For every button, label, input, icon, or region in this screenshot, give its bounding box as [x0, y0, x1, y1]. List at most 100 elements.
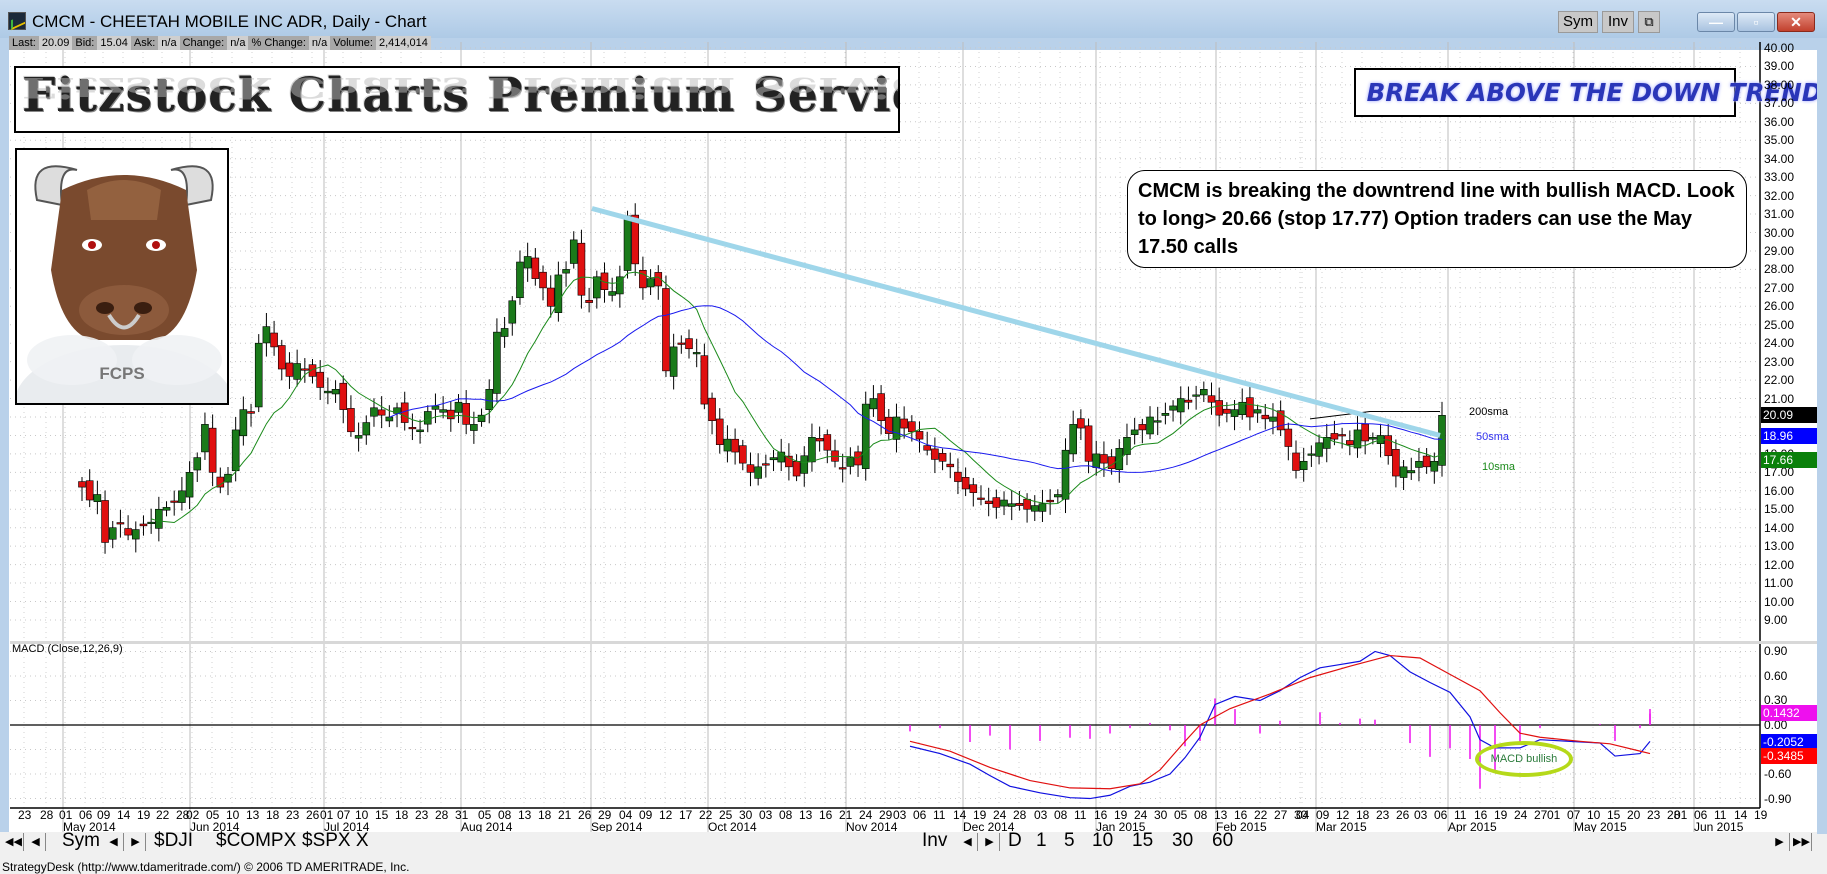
macd-tag: -0.3485: [1761, 748, 1817, 764]
price-tick: 39.00: [1764, 59, 1795, 74]
price-tick: 17.00: [1764, 465, 1795, 480]
sma10-label: 10sma: [1482, 461, 1516, 473]
date-tick: 19: [973, 808, 987, 822]
inv-prev-button[interactable]: ◀: [958, 833, 978, 851]
macd-tick: -0.60: [1764, 767, 1792, 782]
month-tick: Nov 2014: [846, 820, 898, 834]
price-tick: 36.00: [1764, 114, 1795, 129]
date-tick: 12: [659, 808, 673, 822]
date-tick: 11: [933, 808, 946, 822]
date-tick: 29: [598, 808, 612, 822]
month-tick: Aug 2014: [461, 820, 513, 834]
symbol-tab[interactable]: $DJI: [154, 830, 194, 851]
date-tick: 01: [1674, 808, 1688, 822]
title-bar[interactable]: CMCM - CHEETAH MOBILE INC ADR, Daily - C…: [0, 0, 1827, 38]
quote-label: Change:: [179, 36, 228, 50]
month-tick: Sep 2014: [591, 820, 643, 834]
date-tick: 23: [1647, 808, 1661, 822]
sym-button[interactable]: Sym: [1558, 11, 1598, 33]
date-tick: 06: [913, 808, 927, 822]
first-button[interactable]: ◀◀: [4, 833, 24, 851]
date-tick: 24: [1514, 808, 1528, 822]
minimize-button[interactable]: —: [1697, 12, 1735, 32]
interval-tab[interactable]: 15: [1132, 830, 1154, 851]
date-tick: 05: [206, 808, 220, 822]
date-tick: 01: [1547, 808, 1561, 822]
date-tick: 07: [337, 808, 351, 822]
last-button[interactable]: ▶▶: [1792, 833, 1812, 851]
sma200-label: 200sma: [1469, 406, 1509, 418]
symbol-tab[interactable]: $SPX X: [302, 830, 369, 851]
date-tick: 14: [117, 808, 131, 822]
macd-tick: 0.60: [1764, 668, 1788, 683]
date-tick: 09: [97, 808, 111, 822]
macd-tick: 0.00: [1764, 718, 1788, 732]
macd-tick: 0.90: [1764, 644, 1788, 659]
sym-prev-button[interactable]: ◀: [104, 833, 124, 851]
date-tick: 29: [879, 808, 893, 822]
interval-tab[interactable]: D: [1008, 830, 1022, 851]
symbol-tab[interactable]: $COMPX: [216, 830, 297, 851]
date-tick: 07: [1567, 808, 1581, 822]
popout-icon[interactable]: ⧉: [1638, 11, 1660, 33]
bull-icon: [17, 165, 227, 403]
inv-tab-button[interactable]: Inv: [922, 830, 948, 851]
maximize-icon: ▫: [1753, 14, 1759, 30]
interval-tab[interactable]: 1: [1036, 830, 1047, 851]
date-tick: 03: [1034, 808, 1048, 822]
date-tick: 16: [1474, 808, 1488, 822]
date-tick: 03: [759, 808, 773, 822]
date-tick: 23: [1376, 808, 1390, 822]
banner-text: Fitzstock Charts Premium Service: [22, 68, 900, 123]
date-tick: 03: [1414, 808, 1428, 822]
date-tick: 16: [819, 808, 833, 822]
price-tick: 27.00: [1764, 280, 1795, 295]
month-tick: Apr 2015: [1448, 820, 1497, 834]
macd-tick: -0.90: [1764, 791, 1792, 806]
date-tick: 11: [1454, 808, 1467, 822]
status-bar: StrategyDesk (http://www.tdameritrade.co…: [0, 852, 1827, 874]
date-tick: 19: [1754, 808, 1768, 822]
inv-button[interactable]: Inv: [1602, 11, 1634, 33]
date-tick: 30: [739, 808, 753, 822]
interval-tab[interactable]: 30: [1172, 830, 1194, 851]
window-border: [1817, 38, 1827, 834]
prev-button[interactable]: ◀: [26, 833, 46, 851]
sym-tab-button[interactable]: Sym: [62, 830, 100, 851]
price-tick: 16.00: [1764, 483, 1795, 498]
price-tick: 22.00: [1764, 373, 1795, 388]
macd-tag: -0.2052: [1761, 734, 1817, 750]
date-tick: 08: [498, 808, 512, 822]
interval-tab[interactable]: 10: [1092, 830, 1114, 851]
date-tick: 10: [1587, 808, 1601, 822]
fitzstock-banner: Fitzstock Charts Premium Service Fitzsto…: [14, 66, 900, 133]
date-tick: 04: [1296, 808, 1310, 822]
date-tick: 13: [799, 808, 813, 822]
interval-tab[interactable]: 60: [1212, 830, 1234, 851]
close-button[interactable]: ✕: [1777, 12, 1815, 32]
next-button[interactable]: ▶: [1770, 833, 1790, 851]
date-tick: 18: [1356, 808, 1370, 822]
date-tick: 15: [1607, 808, 1621, 822]
price-tick: 23.00: [1764, 354, 1795, 369]
inv-next-button[interactable]: ▶: [980, 833, 1000, 851]
quote-label: % Change:: [248, 36, 309, 50]
quote-value: n/a: [308, 36, 331, 50]
trend-banner-text: BREAK ABOVE THE DOWN TREND: [1366, 78, 1823, 107]
price-tick: 34.00: [1764, 151, 1795, 166]
price-tick: 33.00: [1764, 170, 1795, 185]
date-tick: 21: [839, 808, 853, 822]
price-tick: 14.00: [1764, 520, 1795, 535]
bull-label: FCPS: [99, 364, 145, 383]
minimize-icon: —: [1709, 14, 1723, 30]
quote-bar: Last: 20.09 Bid: 15.04 Ask: n/a Change: n/a% Ch…: [9, 36, 431, 50]
quote-label: Bid:: [72, 36, 98, 50]
date-tick: 09: [1316, 808, 1330, 822]
date-tick: 13: [1214, 808, 1228, 822]
maximize-button[interactable]: ▫: [1737, 12, 1775, 32]
window-title: CMCM - CHEETAH MOBILE INC ADR, Daily - C…: [32, 12, 427, 31]
date-tick: 28: [1667, 808, 1681, 822]
sym-next-button[interactable]: ▶: [126, 833, 146, 851]
interval-tab[interactable]: 5: [1064, 830, 1075, 851]
date-tick: 17: [679, 808, 693, 822]
